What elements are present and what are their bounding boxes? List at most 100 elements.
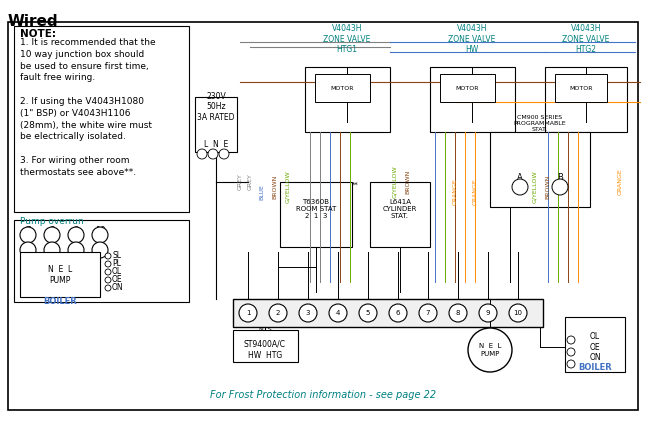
Text: GREY: GREY — [248, 173, 252, 190]
Text: V4043H
ZONE VALVE
HW: V4043H ZONE VALVE HW — [448, 24, 496, 54]
Text: N  E  L
PUMP: N E L PUMP — [48, 265, 72, 285]
Bar — [20, 252, 100, 297]
Text: BOILER: BOILER — [43, 297, 77, 306]
Text: 5: 5 — [366, 310, 370, 316]
Text: Pump overrun: Pump overrun — [20, 217, 83, 226]
Circle shape — [567, 348, 575, 356]
Bar — [233, 299, 543, 327]
Circle shape — [44, 242, 60, 258]
Circle shape — [389, 304, 407, 322]
Bar — [14, 26, 189, 212]
Circle shape — [105, 277, 111, 283]
Text: 8: 8 — [49, 226, 55, 235]
Text: 8: 8 — [455, 310, 460, 316]
Circle shape — [269, 304, 287, 322]
Circle shape — [567, 336, 575, 344]
Text: ORANGE: ORANGE — [452, 179, 457, 206]
Text: BLUE: BLUE — [259, 184, 265, 200]
Text: 230V
50Hz
3A RATED: 230V 50Hz 3A RATED — [197, 92, 235, 122]
Circle shape — [219, 149, 229, 159]
Text: Wired: Wired — [8, 14, 59, 29]
Circle shape — [512, 179, 528, 195]
Text: L641A
CYLINDER
STAT.: L641A CYLINDER STAT. — [383, 199, 417, 219]
Text: 7: 7 — [25, 226, 30, 235]
Bar — [490, 132, 590, 207]
Circle shape — [479, 304, 497, 322]
Text: 6: 6 — [396, 310, 400, 316]
Bar — [195, 97, 237, 152]
Text: G/YELLOW: G/YELLOW — [285, 170, 291, 203]
Text: L  N  E: L N E — [204, 140, 228, 149]
Circle shape — [239, 304, 257, 322]
Text: OL: OL — [112, 268, 122, 276]
Text: 4: 4 — [336, 310, 340, 316]
Text: BROWN: BROWN — [406, 170, 410, 194]
Text: A: A — [517, 173, 523, 181]
Circle shape — [299, 304, 317, 322]
Bar — [370, 182, 430, 247]
Circle shape — [197, 149, 207, 159]
Circle shape — [105, 285, 111, 291]
Text: ORANGE: ORANGE — [617, 169, 622, 195]
Text: 7: 7 — [426, 310, 430, 316]
Text: T6360B
ROOM STAT
2  1  3: T6360B ROOM STAT 2 1 3 — [296, 199, 336, 219]
Circle shape — [92, 242, 108, 258]
Text: V4043H
ZONE VALVE
HTG1: V4043H ZONE VALVE HTG1 — [324, 24, 371, 54]
Text: MOTOR: MOTOR — [455, 86, 479, 90]
Text: For Frost Protection information - see page 22: For Frost Protection information - see p… — [210, 390, 436, 400]
Circle shape — [509, 304, 527, 322]
Circle shape — [567, 360, 575, 368]
Text: SL: SL — [112, 252, 121, 260]
Text: OL
OE
ON: OL OE ON — [589, 332, 601, 362]
Circle shape — [92, 227, 108, 243]
Bar — [430, 67, 515, 132]
Text: N  S: N S — [259, 327, 271, 332]
Text: ORANGE: ORANGE — [472, 179, 477, 206]
Text: HW  HTG: HW HTG — [248, 351, 282, 360]
Circle shape — [208, 149, 218, 159]
Text: OE: OE — [112, 276, 123, 284]
Bar — [305, 67, 390, 132]
Text: GREY: GREY — [237, 173, 243, 190]
Circle shape — [20, 227, 36, 243]
Text: MOTOR: MOTOR — [569, 86, 593, 90]
Text: 9: 9 — [486, 310, 490, 316]
Circle shape — [68, 227, 84, 243]
Circle shape — [552, 179, 568, 195]
Text: V4043H
ZONE VALVE
HTG2: V4043H ZONE VALVE HTG2 — [562, 24, 609, 54]
Text: NOTE:: NOTE: — [20, 29, 56, 39]
Circle shape — [105, 253, 111, 259]
Text: ON: ON — [112, 284, 124, 292]
Text: 3: 3 — [306, 310, 311, 316]
Bar — [565, 317, 625, 372]
Bar — [280, 182, 352, 247]
Text: N  E  L
PUMP: N E L PUMP — [479, 344, 501, 357]
Text: 1: 1 — [246, 310, 250, 316]
Text: CM900 SERIES
PROGRAMMABLE
STAT.: CM900 SERIES PROGRAMMABLE STAT. — [514, 115, 566, 132]
Text: BOILER: BOILER — [578, 363, 612, 372]
Bar — [555, 74, 607, 102]
Bar — [233, 330, 298, 362]
Text: G/YELLOW: G/YELLOW — [532, 170, 538, 203]
Bar — [14, 220, 189, 302]
Text: G/YELLOW: G/YELLOW — [393, 166, 397, 198]
Text: 10: 10 — [94, 226, 105, 235]
Text: B: B — [557, 173, 563, 181]
Text: **: ** — [352, 182, 358, 188]
Text: PL: PL — [112, 260, 121, 268]
Circle shape — [468, 328, 512, 372]
Circle shape — [419, 304, 437, 322]
Circle shape — [105, 261, 111, 267]
Text: MOTOR: MOTOR — [330, 86, 354, 90]
Circle shape — [44, 227, 60, 243]
Text: 10: 10 — [514, 310, 523, 316]
Bar — [315, 74, 370, 102]
Circle shape — [449, 304, 467, 322]
Circle shape — [329, 304, 347, 322]
Circle shape — [359, 304, 377, 322]
Bar — [545, 67, 627, 132]
Text: BROWN: BROWN — [545, 175, 551, 199]
Circle shape — [20, 242, 36, 258]
Circle shape — [105, 269, 111, 275]
Text: 1. It is recommended that the
10 way junction box should
be used to ensure first: 1. It is recommended that the 10 way jun… — [20, 38, 156, 177]
